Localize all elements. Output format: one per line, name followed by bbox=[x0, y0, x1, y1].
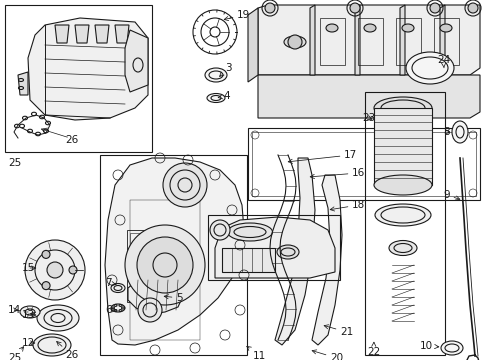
Ellipse shape bbox=[119, 310, 122, 312]
Polygon shape bbox=[75, 25, 89, 43]
Polygon shape bbox=[247, 8, 258, 82]
Circle shape bbox=[287, 35, 302, 49]
Ellipse shape bbox=[373, 175, 431, 195]
Text: 26: 26 bbox=[57, 342, 78, 360]
Circle shape bbox=[209, 220, 229, 240]
Circle shape bbox=[163, 163, 206, 207]
Text: 14: 14 bbox=[8, 305, 21, 315]
Polygon shape bbox=[309, 5, 314, 75]
Text: 18: 18 bbox=[329, 200, 365, 211]
Ellipse shape bbox=[284, 36, 305, 48]
Circle shape bbox=[137, 237, 193, 293]
Ellipse shape bbox=[20, 306, 40, 318]
Text: 15: 15 bbox=[22, 263, 36, 273]
Polygon shape bbox=[399, 5, 404, 75]
Text: 16: 16 bbox=[309, 168, 365, 179]
Polygon shape bbox=[354, 5, 359, 75]
Polygon shape bbox=[274, 158, 314, 345]
Circle shape bbox=[467, 3, 477, 13]
Polygon shape bbox=[125, 30, 148, 92]
Text: 19: 19 bbox=[224, 10, 250, 21]
Text: 26: 26 bbox=[65, 135, 78, 145]
Ellipse shape bbox=[121, 307, 124, 309]
Polygon shape bbox=[105, 158, 244, 345]
Polygon shape bbox=[215, 217, 334, 278]
Ellipse shape bbox=[227, 223, 272, 241]
Polygon shape bbox=[311, 175, 341, 345]
Ellipse shape bbox=[374, 204, 430, 226]
Text: 1: 1 bbox=[0, 359, 1, 360]
Text: 20: 20 bbox=[311, 350, 343, 360]
Ellipse shape bbox=[325, 24, 337, 32]
Ellipse shape bbox=[363, 24, 375, 32]
Text: 21: 21 bbox=[324, 325, 352, 337]
Ellipse shape bbox=[373, 97, 431, 119]
Ellipse shape bbox=[204, 68, 226, 82]
Ellipse shape bbox=[405, 52, 453, 84]
Text: 2: 2 bbox=[0, 359, 1, 360]
Polygon shape bbox=[222, 248, 274, 272]
Circle shape bbox=[69, 266, 77, 274]
Text: 12: 12 bbox=[22, 338, 35, 348]
Circle shape bbox=[42, 251, 50, 258]
Text: 25: 25 bbox=[8, 347, 23, 360]
Ellipse shape bbox=[111, 304, 125, 312]
Polygon shape bbox=[28, 18, 148, 120]
Circle shape bbox=[349, 3, 359, 13]
Ellipse shape bbox=[114, 310, 117, 312]
Text: 25: 25 bbox=[8, 158, 21, 168]
Text: 3: 3 bbox=[219, 63, 231, 76]
Polygon shape bbox=[439, 5, 444, 75]
Ellipse shape bbox=[114, 305, 117, 306]
Text: 8: 8 bbox=[443, 127, 449, 137]
Text: 5: 5 bbox=[164, 293, 182, 303]
Ellipse shape bbox=[119, 305, 122, 306]
Polygon shape bbox=[128, 277, 183, 314]
Circle shape bbox=[47, 262, 63, 278]
Text: 9: 9 bbox=[443, 190, 459, 200]
Circle shape bbox=[264, 3, 274, 13]
Polygon shape bbox=[95, 25, 109, 43]
Circle shape bbox=[42, 282, 50, 290]
Polygon shape bbox=[258, 75, 479, 118]
Polygon shape bbox=[55, 25, 69, 43]
Ellipse shape bbox=[401, 24, 413, 32]
Circle shape bbox=[25, 240, 85, 300]
Text: 22: 22 bbox=[366, 342, 380, 357]
Text: 6: 6 bbox=[105, 305, 116, 315]
Polygon shape bbox=[258, 5, 479, 75]
Ellipse shape bbox=[388, 240, 416, 256]
Text: 24: 24 bbox=[436, 55, 449, 68]
Text: 10: 10 bbox=[419, 341, 438, 351]
Text: 4: 4 bbox=[218, 91, 229, 101]
Ellipse shape bbox=[111, 307, 114, 309]
Ellipse shape bbox=[439, 24, 451, 32]
Polygon shape bbox=[115, 25, 129, 43]
Circle shape bbox=[138, 298, 162, 322]
Ellipse shape bbox=[37, 305, 79, 331]
Circle shape bbox=[429, 3, 439, 13]
Ellipse shape bbox=[451, 121, 467, 143]
Text: 11: 11 bbox=[246, 346, 265, 360]
Polygon shape bbox=[18, 72, 28, 95]
Ellipse shape bbox=[111, 284, 125, 292]
Circle shape bbox=[125, 225, 204, 305]
Ellipse shape bbox=[33, 334, 71, 356]
Ellipse shape bbox=[206, 94, 224, 103]
Text: 13: 13 bbox=[22, 310, 36, 320]
Ellipse shape bbox=[440, 341, 462, 355]
Text: 7: 7 bbox=[105, 278, 116, 288]
Text: 23: 23 bbox=[361, 113, 374, 123]
Text: 17: 17 bbox=[287, 150, 357, 163]
Ellipse shape bbox=[276, 245, 298, 259]
Polygon shape bbox=[373, 108, 431, 185]
